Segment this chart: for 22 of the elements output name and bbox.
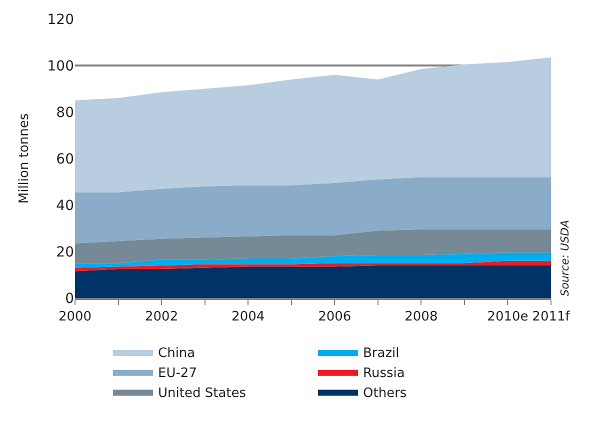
y-tick-label: 40 [56,198,74,214]
legend-label: Russia [363,366,405,381]
y-tick-label: 100 [47,58,74,74]
y-tick-label: 60 [56,151,74,168]
legend-label: China [158,346,196,362]
y-tick-label: 0 [65,290,74,307]
y-tick-label: 80 [56,104,74,121]
source-note: Source: USDA [558,220,572,296]
y-tick-label: 20 [56,244,74,260]
x-tick-label: 2011f [532,310,570,325]
y-tick-label: 120 [47,12,74,28]
legend-label: United States [158,386,246,401]
x-tick-label: 2004 [232,310,265,325]
x-tick-label: 2006 [318,310,352,325]
x-tick-label: 2002 [145,310,178,325]
legend-label: Others [363,386,407,401]
y-axis-title: Million tonnes [17,113,32,204]
legend-label: EU-27 [158,366,197,381]
x-tick-label: 2000 [58,310,92,325]
x-tick-label: 2008 [404,310,438,325]
x-tick-label: 2010e [487,310,528,325]
legend-label: Brazil [363,346,400,362]
